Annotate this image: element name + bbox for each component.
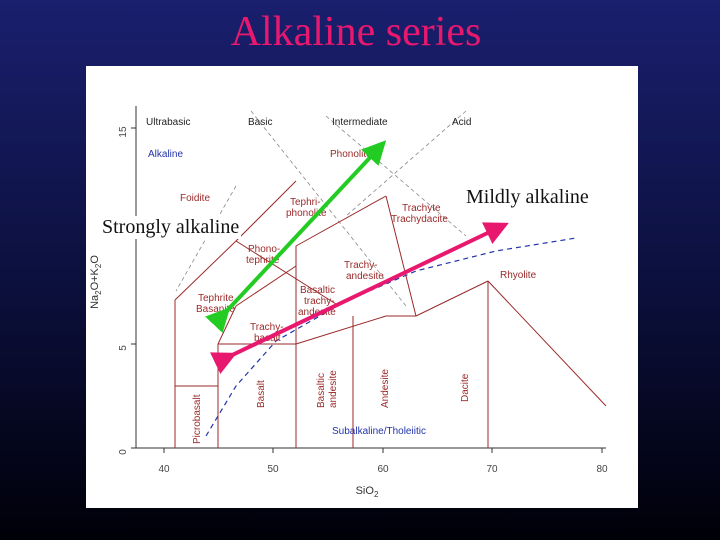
header-acid: Acid [452,117,471,128]
y-tick-label: 0 [118,449,129,455]
x-tick-label: 70 [486,464,498,475]
x-tick-label: 60 [377,464,389,475]
label-basaltic-trachyandesite: trachy- [304,296,335,307]
label-trachyte: Trachyte [402,203,441,214]
strongly-alkaline-label: Strongly alkaline [100,216,242,239]
header-basic: Basic [248,117,272,128]
label-subalkaline: Subalkaline/Tholeiitic [332,426,426,437]
label-tephrite: Tephrite [198,293,234,304]
header-band [141,128,611,131]
x-tick-label: 80 [596,464,608,475]
label-andesite: Andesite [380,369,391,408]
mildly-alkaline-arrow [209,222,509,375]
label-tephriphonolite: Tephri- [290,197,321,208]
x-tick-label: 50 [267,464,279,475]
label-picrobasalt: Picrobasalt [192,394,203,444]
tas-plot: 40 50 60 70 80 0 5 15 SiO2 Na2O+K2O [89,106,611,499]
label-basalt: Basalt [256,380,267,408]
label-rhyolite: Rhyolite [500,270,537,281]
slide-title: Alkaline series [230,9,482,55]
tas-diagram: 40 50 60 70 80 0 5 15 SiO2 Na2O+K2O [86,66,638,508]
y-tick-label: 15 [118,126,129,138]
y-tick-label: 5 [118,345,129,351]
label-alkaline: Alkaline [148,149,183,160]
label-foidite: Foidite [180,193,210,204]
label-basaltic-andesite: Basaltic [316,373,327,408]
header-intermediate: Intermediate [332,117,388,128]
label-trachyandesite: andesite [346,271,384,282]
y-axis-title: Na2O+K2O [89,255,103,309]
x-tick-label: 40 [158,464,170,475]
label-dacite: Dacite [460,373,471,402]
guide-lines [175,110,467,307]
label-trachydacite: Trachydacite [391,214,448,225]
x-axis-title: SiO2 [356,485,379,499]
label-phonolite: Phonolite [330,149,372,160]
label-trachyandesite: Trachy- [344,260,378,271]
label-phonotephrite: Phono- [248,244,280,255]
label-basaltic-andesite: andesite [328,370,339,408]
header-ultrabasic: Ultrabasic [146,117,190,128]
mildly-alkaline-label: Mildly alkaline [464,186,591,209]
label-basaltic-trachyandesite: Basaltic [300,285,335,296]
